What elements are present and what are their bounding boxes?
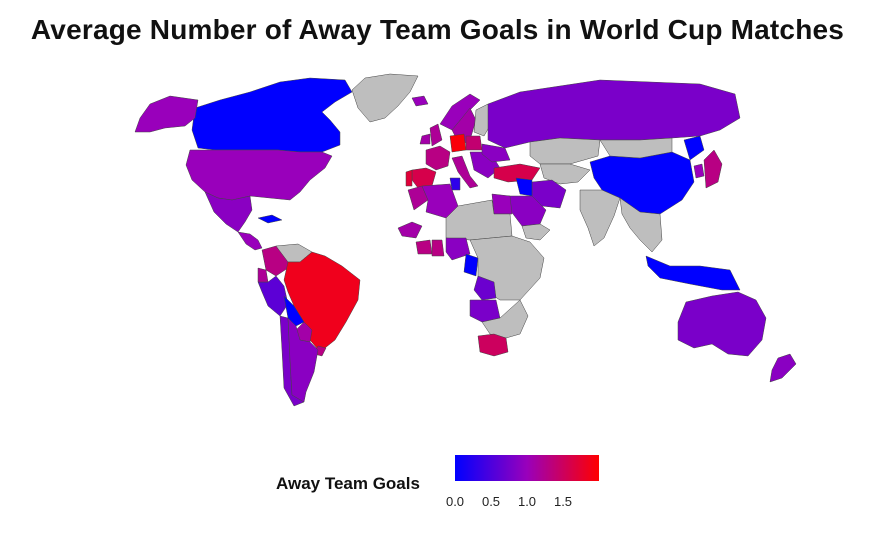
- region-india: [579, 189, 621, 247]
- region-argentina: [287, 317, 319, 403]
- region-ghana: [431, 239, 445, 257]
- legend-tick-label: 0.0: [445, 494, 465, 509]
- region-egypt: [491, 193, 513, 215]
- legend-tick-label: 1.5: [553, 494, 573, 509]
- region-australia: [677, 291, 767, 357]
- region-tunisia: [449, 177, 461, 191]
- region-south-korea: [693, 163, 705, 179]
- region-ireland: [419, 133, 431, 145]
- region-mexico: [204, 191, 253, 233]
- region-ivory-coast: [415, 239, 433, 255]
- region-central-asia: [539, 163, 591, 185]
- region-united-kingdom: [429, 123, 443, 147]
- region-ecuador: [257, 267, 269, 283]
- country-layer: [134, 73, 797, 407]
- region-france: [425, 145, 451, 171]
- legend-color-bar: [455, 455, 599, 481]
- region-italy: [451, 155, 479, 189]
- region-canada: [191, 77, 353, 153]
- region-iceland: [411, 95, 429, 107]
- region-kazakhstan: [529, 137, 601, 165]
- region-alaska: [134, 95, 199, 133]
- region-greenland: [351, 73, 419, 123]
- region-nigeria: [445, 237, 471, 261]
- region-zaire: [473, 275, 497, 301]
- legend-tick-mark: [563, 481, 564, 485]
- region-indonesia: [645, 255, 741, 291]
- legend-ticks: [455, 481, 599, 489]
- legend-tick-label: 0.5: [481, 494, 501, 509]
- region-central-america: [237, 231, 263, 251]
- region-new-zealand: [769, 353, 797, 383]
- legend-tick-mark: [527, 481, 528, 485]
- region-angola: [469, 299, 501, 323]
- legend-tick-mark: [491, 481, 492, 485]
- region-brazil: [283, 251, 361, 353]
- region-ukraine: [481, 143, 511, 163]
- region-poland: [465, 135, 483, 151]
- region-united-states: [185, 149, 333, 201]
- region-north-korea: [683, 135, 705, 161]
- region-cameroon: [463, 253, 479, 277]
- region-bolivia: [283, 295, 305, 327]
- region-mongolia: [599, 137, 673, 159]
- region-southeast-asia: [619, 197, 663, 253]
- region-south-africa: [477, 333, 509, 357]
- region-spain: [411, 167, 437, 189]
- legend-tick-label: 1.0: [517, 494, 537, 509]
- region-portugal: [405, 169, 413, 187]
- region-senegal: [397, 221, 423, 239]
- chart-title: Average Number of Away Team Goals in Wor…: [30, 14, 845, 45]
- region-russia: [487, 79, 741, 149]
- legend-title: Away Team Goals: [276, 474, 420, 493]
- region-japan: [703, 149, 723, 189]
- region-cuba: [257, 214, 283, 224]
- region-iraq: [515, 177, 533, 197]
- region-arabian-peninsula: [521, 223, 551, 241]
- region-germany: [449, 133, 467, 153]
- legend-tick-mark: [455, 481, 456, 485]
